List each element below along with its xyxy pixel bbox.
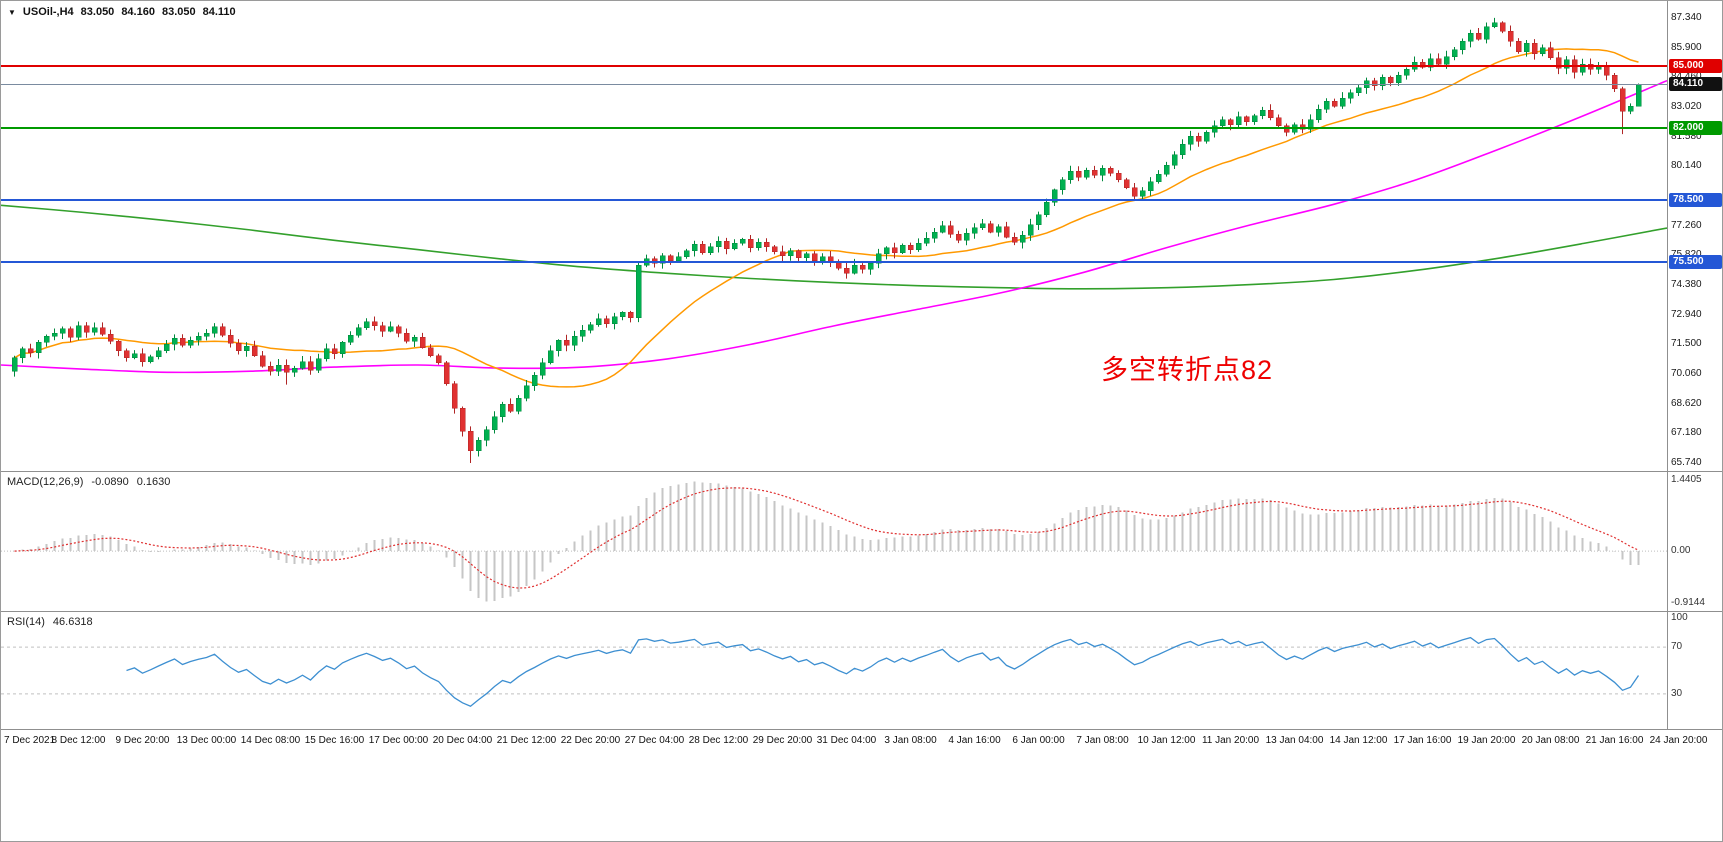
rsi-plot[interactable]	[1, 612, 1667, 729]
price-level-badge: 75.500	[1669, 254, 1722, 269]
time-axis-label: 24 Jan 20:00	[1649, 735, 1708, 746]
price-tick-label: 72.940	[1671, 308, 1702, 320]
time-axis-label: 15 Dec 16:00	[304, 735, 365, 746]
rsi-name: RSI(14)	[7, 616, 45, 628]
macd-value-signal: 0.1630	[136, 476, 171, 488]
rsi-axis-label: 100	[1671, 612, 1688, 623]
ohlc-low: 83.050	[161, 6, 196, 18]
price-tick-label: 67.180	[1671, 427, 1702, 439]
ma-orange-line	[14, 48, 1639, 388]
macd-name: MACD(12,26,9)	[7, 476, 84, 488]
symbol-name: USOil-,H4	[22, 6, 74, 18]
macd-signal-line	[14, 487, 1639, 589]
price-tick-label: 70.060	[1671, 368, 1702, 380]
bid-price-badge: 84.110	[1669, 77, 1722, 92]
time-axis-label: 7 Jan 08:00	[1076, 735, 1129, 746]
symbol-dropdown-icon[interactable]: ▼	[8, 7, 16, 17]
rsi-axis-label: 70	[1671, 641, 1683, 652]
panel-separator-3	[1, 729, 1722, 730]
time-axis-label: 22 Dec 20:00	[560, 735, 621, 746]
price-axis[interactable]: 87.340 85.900 84.460 83.020 81.580 80.140 77.2…	[1668, 1, 1722, 471]
time-axis-label: 19 Jan 20:00	[1457, 735, 1516, 746]
time-axis-label: 14 Jan 12:00	[1329, 735, 1388, 746]
time-axis-label: 21 Jan 16:00	[1585, 735, 1644, 746]
time-axis-label: 13 Dec 00:00	[176, 735, 237, 746]
price-tick-label: 74.380	[1671, 279, 1702, 291]
price-tick-label: 75.820	[1671, 250, 1702, 260]
time-axis-label: 21 Dec 12:00	[496, 735, 557, 746]
time-axis-label: 13 Jan 04:00	[1265, 735, 1324, 746]
time-axis-label: 11 Jan 20:00	[1201, 735, 1260, 746]
price-tick-label: 68.620	[1671, 397, 1702, 409]
price-level-badge: 85.000	[1669, 59, 1722, 74]
time-axis-label: 10 Jan 12:00	[1137, 735, 1196, 746]
price-level-badge: 82.000	[1669, 120, 1722, 135]
time-axis-label: 31 Dec 04:00	[816, 735, 877, 746]
time-axis-label: 8 Dec 12:00	[51, 735, 106, 746]
rsi-axis: 100 70 30	[1668, 612, 1722, 729]
time-axis-label: 17 Jan 16:00	[1393, 735, 1452, 746]
macd-axis-label: 1.4405	[1671, 474, 1702, 485]
macd-histogram	[21, 481, 1640, 602]
price-level-badge: 78.500	[1669, 193, 1722, 208]
panel-separator-1	[1, 471, 1722, 472]
time-axis-label: 6 Jan 00:00	[1012, 735, 1065, 746]
time-axis-label: 7 Dec 2021	[4, 735, 56, 746]
time-axis-label: 27 Dec 04:00	[624, 735, 685, 746]
ma-green-line	[1, 204, 1667, 290]
price-axis-separator	[1667, 1, 1668, 730]
macd-plot[interactable]	[1, 472, 1667, 611]
price-tick-label: 85.900	[1671, 41, 1702, 53]
chart-annotation-text: 多空转折点82	[1101, 355, 1274, 385]
rsi-label: RSI(14) 46.6318	[7, 616, 93, 628]
price-tick-label: 81.580	[1671, 130, 1702, 142]
time-axis-label: 17 Dec 00:00	[368, 735, 429, 746]
rsi-axis-label: 30	[1671, 688, 1683, 699]
time-axis-label: 20 Dec 04:00	[432, 735, 493, 746]
price-tick-label: 71.500	[1671, 338, 1702, 350]
ma-magenta-line	[1, 79, 1667, 374]
time-axis[interactable]: 7 Dec 2021 8 Dec 12:00 9 Dec 20:00 13 Dec 0…	[1, 730, 1722, 764]
macd-value-main: -0.0890	[91, 476, 129, 488]
macd-label: MACD(12,26,9) -0.0890 0.1630	[7, 476, 170, 488]
price-tick-label: 87.340	[1671, 11, 1702, 23]
ohlc-open: 83.050	[80, 6, 115, 18]
time-axis-label: 28 Dec 12:00	[688, 735, 749, 746]
time-axis-label: 3 Jan 08:00	[884, 735, 937, 746]
rsi-line	[126, 636, 1640, 707]
macd-axis: 1.4405 0.00 -0.9144	[1668, 472, 1722, 611]
time-axis-label: 20 Jan 08:00	[1521, 735, 1580, 746]
horizontal-level-lines[interactable]	[1, 65, 1667, 263]
time-axis-label: 29 Dec 20:00	[752, 735, 813, 746]
candles-layer	[11, 17, 1642, 463]
main-chart-plot[interactable]	[1, 1, 1667, 471]
price-tick-label: 80.140	[1671, 160, 1702, 172]
symbol-info-bar: ▼ USOil-,H4 83.050 84.160 83.050 84.110	[8, 6, 236, 18]
macd-axis-label: 0.00	[1671, 545, 1691, 556]
price-tick-label: 65.740	[1671, 457, 1702, 469]
price-tick-label: 83.020	[1671, 100, 1702, 112]
time-axis-label: 9 Dec 20:00	[115, 735, 170, 746]
ohlc-close: 84.110	[202, 6, 236, 18]
price-tick-label: 84.460	[1671, 72, 1702, 82]
macd-axis-label: -0.9144	[1671, 597, 1705, 608]
rsi-value: 46.6318	[52, 616, 93, 628]
panel-separator-2	[1, 611, 1722, 612]
price-tick-label: 77.260	[1671, 219, 1702, 231]
ohlc-high: 84.160	[121, 6, 155, 18]
time-axis-label: 14 Dec 08:00	[240, 735, 301, 746]
time-axis-label: 4 Jan 16:00	[948, 735, 1001, 746]
